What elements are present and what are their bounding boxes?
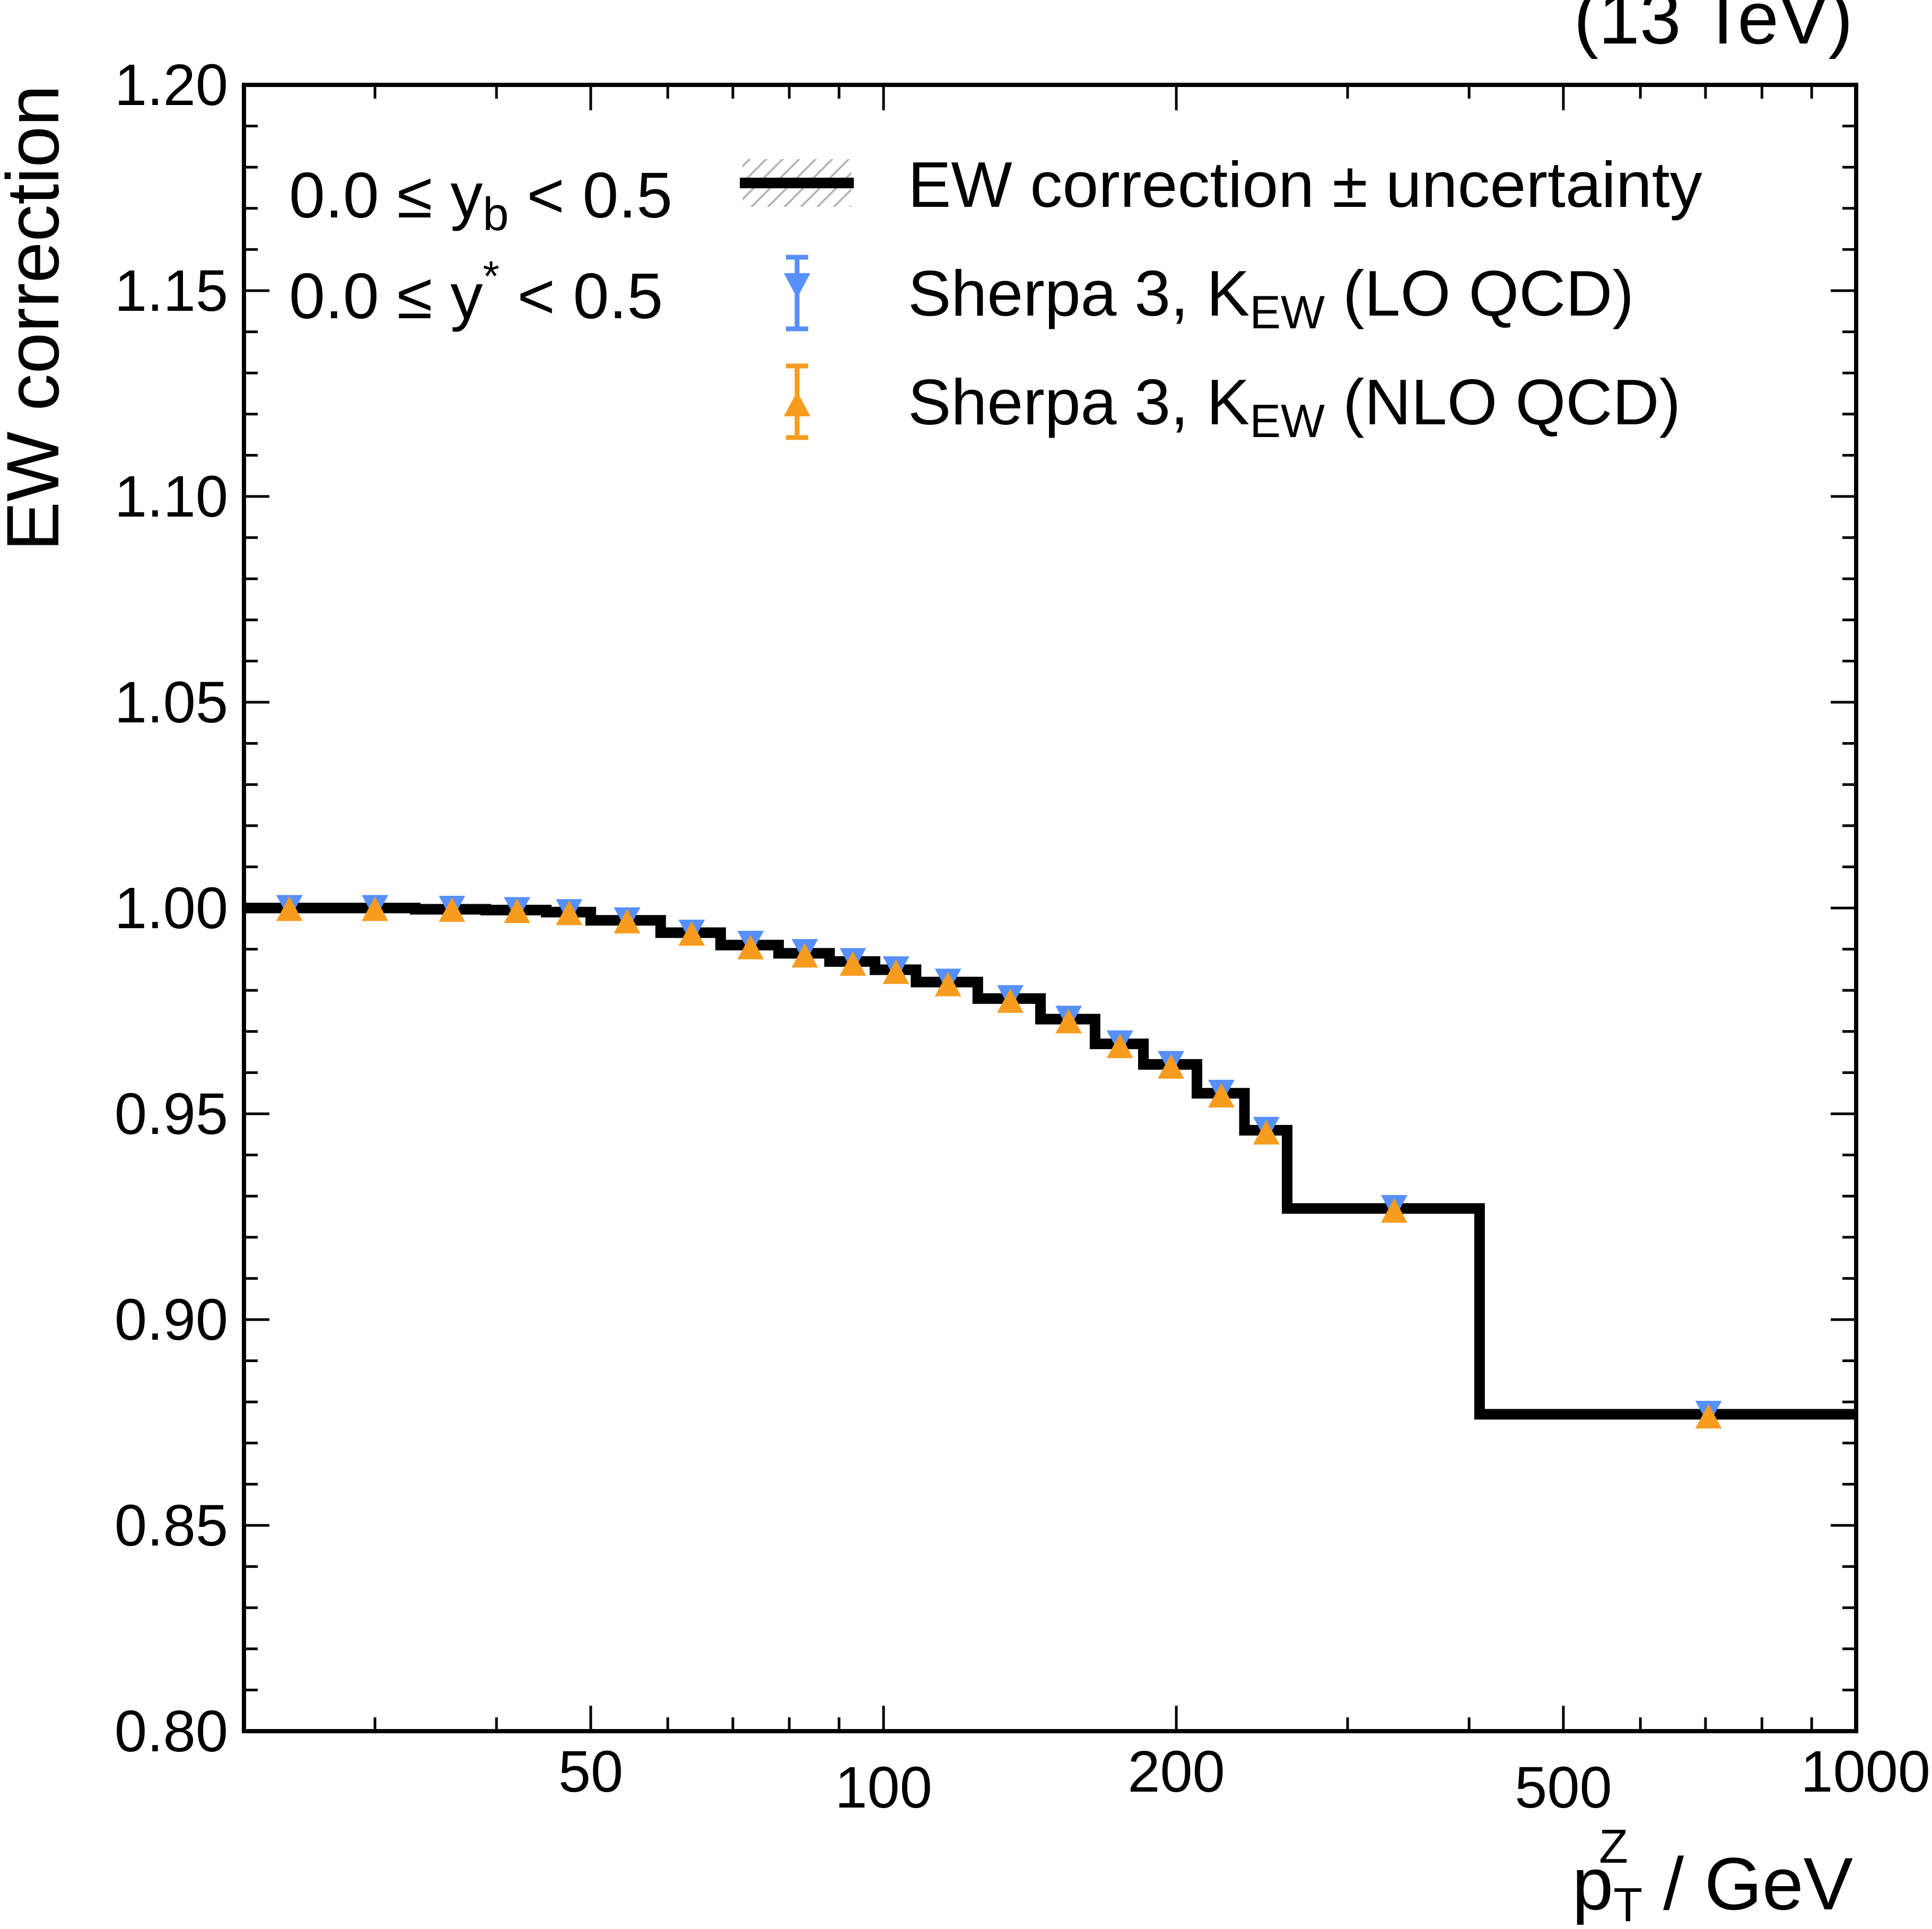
- legend-marker-triangle-up: [784, 391, 810, 416]
- x-tick-label: 100: [835, 1755, 932, 1820]
- nlo-qcd-marker: [997, 988, 1024, 1013]
- nlo-qcd-marker: [362, 896, 389, 921]
- legend-entry-ew-correction: EW correction ± uncertainty: [740, 149, 1702, 221]
- nlo-qcd-marker: [614, 909, 641, 933]
- cut-label-ystar: 0.0 ≤ y* < 0.5: [289, 252, 663, 332]
- nlo-qcd-marker: [1106, 1033, 1133, 1058]
- y-tick-label: 0.95: [115, 1081, 228, 1147]
- legend-marker-triangle-down: [784, 273, 810, 298]
- x-tick-label: 1000: [1800, 1739, 1930, 1804]
- legend-label-ew-correction: EW correction ± uncertainty: [908, 149, 1702, 221]
- nlo-qcd-marker: [737, 935, 764, 959]
- nlo-qcd-marker: [882, 959, 910, 984]
- y-tick-label: 0.85: [115, 1493, 228, 1558]
- x-axis-title-unit: / GeV: [1642, 1842, 1853, 1925]
- axis-ticks: [244, 83, 1858, 1733]
- x-tick-label: 50: [558, 1739, 623, 1804]
- nlo-qcd-marker: [934, 972, 961, 997]
- nlo-qcd-marker: [556, 901, 583, 926]
- x-tick-label: 500: [1515, 1755, 1612, 1820]
- nlo-qcd-marker: [1695, 1404, 1722, 1429]
- nlo-qcd-marker: [678, 921, 705, 946]
- legend: EW correction ± uncertainty Sherpa 3, KE…: [740, 149, 1702, 447]
- cut-labels: 0.0 ≤ yb < 0.5 0.0 ≤ y* < 0.5: [289, 159, 672, 332]
- nlo-qcd-marker: [439, 897, 466, 922]
- nlo-qcd-marker: [840, 951, 867, 976]
- legend-label-nlo-qcd: Sherpa 3, KEW (NLO QCD): [908, 366, 1681, 447]
- x-axis-title-main: p: [1572, 1842, 1613, 1925]
- x-axis-title-sup: Z: [1599, 1820, 1628, 1873]
- nlo-qcd-marker: [1208, 1083, 1235, 1108]
- y-tick-label: 1.20: [115, 53, 228, 118]
- x-axis-title: pT / GeV Z: [1572, 1820, 1853, 1929]
- y-tick-label: 1.00: [115, 876, 228, 941]
- nlo-qcd-marker: [276, 896, 303, 921]
- nlo-qcd-marker: [791, 943, 818, 968]
- axis-tick-labels: 0.80 0.85 0.90 0.95 1.00 1.05 1.10 1.15 1.20 50 10…: [115, 53, 1930, 1820]
- y-tick-label: 1.15: [115, 258, 228, 324]
- legend-entry-lo-qcd: Sherpa 3, KEW (LO QCD): [784, 255, 1634, 338]
- svg-text:pT / GeV: pT / GeV: [1572, 1842, 1853, 1929]
- series-layer: [244, 895, 1856, 1429]
- ew-correction-step-line: [244, 903, 1856, 1420]
- y-tick-label: 1.05: [115, 670, 228, 735]
- x-tick-label: 200: [1127, 1739, 1225, 1804]
- x-axis-title-sub: T: [1613, 1879, 1642, 1929]
- nlo-qcd-marker: [1055, 1009, 1082, 1034]
- y-tick-label: 0.90: [115, 1287, 228, 1352]
- nlo-qcd-marker: [1158, 1054, 1185, 1079]
- nlo-qcd-marker: [504, 898, 531, 923]
- legend-label-lo-qcd: Sherpa 3, KEW (LO QCD): [908, 257, 1634, 338]
- plot-frame: [242, 83, 1858, 1733]
- energy-label: (13 TeV): [1573, 0, 1853, 59]
- legend-entry-nlo-qcd: Sherpa 3, KEW (NLO QCD): [784, 363, 1681, 447]
- y-tick-label: 0.80: [115, 1699, 228, 1764]
- cut-label-yb: 0.0 ≤ yb < 0.5: [289, 159, 672, 240]
- nlo-qcd-marker: [1380, 1198, 1408, 1223]
- nlo-qcd-marker: [1253, 1120, 1280, 1145]
- y-axis-title: EW correction: [0, 85, 74, 551]
- y-tick-label: 1.10: [115, 464, 228, 529]
